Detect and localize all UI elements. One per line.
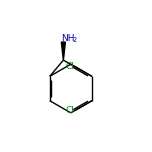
Text: 2: 2 (73, 38, 77, 43)
Text: Cl: Cl (66, 106, 75, 115)
Text: Cl: Cl (66, 62, 75, 71)
Text: NH: NH (61, 34, 74, 43)
Polygon shape (61, 42, 65, 60)
